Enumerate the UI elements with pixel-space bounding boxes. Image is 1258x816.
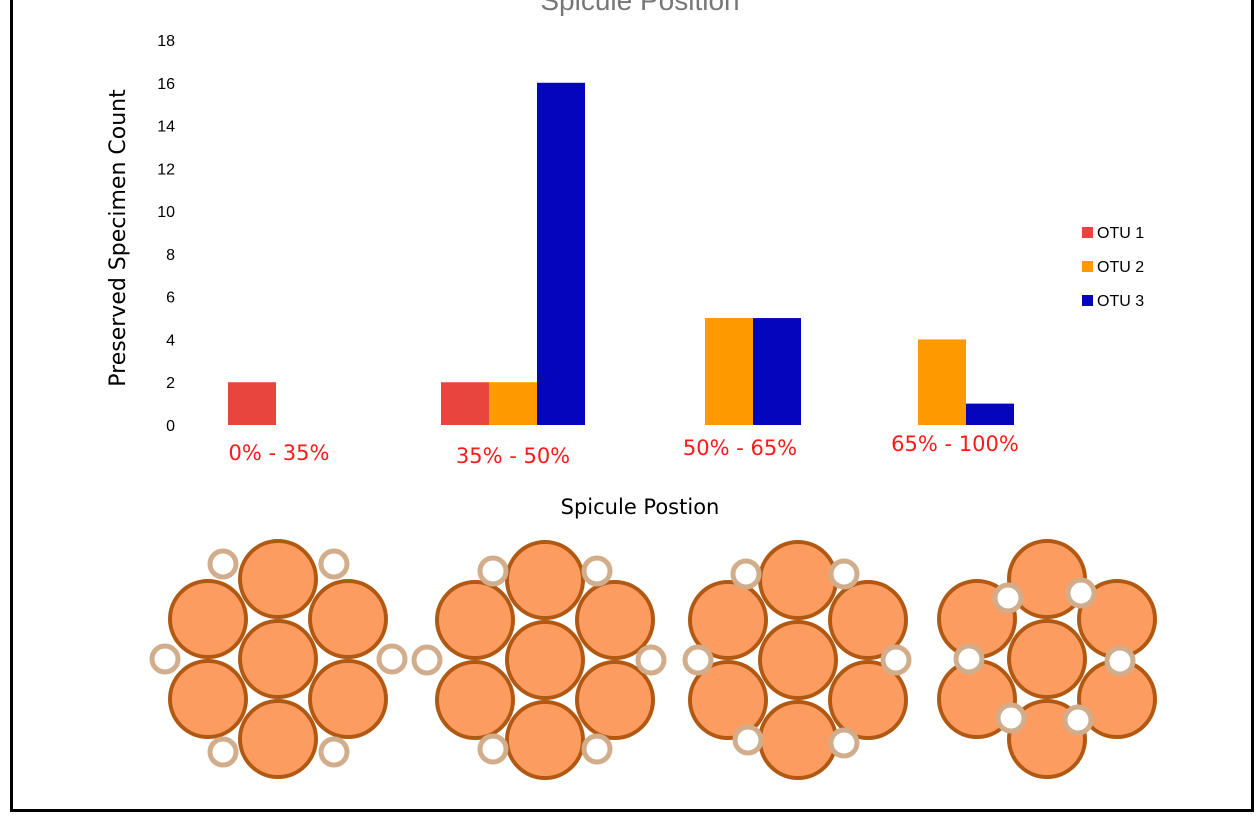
- spicule-circle: [828, 558, 860, 590]
- y-tick-label: 4: [166, 332, 175, 349]
- spicule-circle: [207, 548, 239, 580]
- category-label: 35% - 50%: [456, 444, 570, 468]
- spicule-circle: [581, 733, 613, 765]
- fiber-circle: [435, 660, 515, 740]
- fiber-circle: [688, 580, 768, 660]
- fiber-circle: [758, 620, 838, 700]
- category-label: 0% - 35%: [229, 441, 330, 465]
- spicule-circle: [376, 643, 408, 675]
- spicule-circle: [880, 644, 912, 676]
- legend-swatch: [1082, 295, 1093, 306]
- spicule-circle: [1065, 577, 1097, 609]
- spicule-circle: [828, 727, 860, 759]
- spicule-diagram-2: [411, 540, 667, 780]
- fiber-circle: [238, 619, 318, 699]
- legend-swatch: [1082, 227, 1093, 238]
- spicule-circle: [477, 555, 509, 587]
- fiber-circle: [308, 659, 388, 739]
- fiber-circle: [505, 540, 585, 620]
- fiber-circle: [238, 699, 318, 779]
- spicule-circle: [207, 736, 239, 768]
- spicule-circle: [635, 644, 667, 676]
- y-tick-label: 0: [166, 418, 175, 435]
- legend-swatch: [1082, 261, 1093, 272]
- fiber-circle: [758, 540, 838, 620]
- fiber-circle: [828, 660, 908, 740]
- legend-label: OTU 2: [1097, 259, 1144, 276]
- spicule-circle: [730, 558, 762, 590]
- spicule-circle: [318, 736, 350, 768]
- spicule-circle: [1104, 645, 1136, 677]
- spicule-diagram-1: [149, 539, 408, 779]
- category-label: 50% - 65%: [683, 436, 797, 460]
- spicule-circle: [318, 548, 350, 580]
- spicule-diagrams: [149, 539, 1157, 780]
- fiber-circle: [828, 580, 908, 660]
- bar-otu-3-2: [753, 318, 801, 425]
- figure-border: [10, 0, 1254, 812]
- y-tick-label: 14: [157, 119, 175, 136]
- y-tick-label: 2: [166, 375, 175, 392]
- legend-label: OTU 1: [1097, 225, 1144, 242]
- legend: OTU 1 OTU 2 OTU 3: [1082, 225, 1144, 310]
- spicule-circle: [682, 644, 714, 676]
- fiber-circle: [688, 660, 768, 740]
- fiber-circle: [758, 700, 838, 780]
- spicule-diagram-4: [937, 539, 1157, 779]
- bar-otu-2-2: [705, 318, 753, 425]
- y-tick-label: 18: [157, 33, 175, 50]
- y-tick-label: 12: [157, 161, 175, 178]
- bar-otu-1-1: [441, 382, 489, 425]
- fiber-circle: [1007, 619, 1087, 699]
- y-axis-title: Preserved Specimen Count: [106, 89, 131, 387]
- bar-otu-3-1: [537, 82, 585, 426]
- fiber-circle: [168, 579, 248, 659]
- spicule-circle: [149, 643, 181, 675]
- spicule-circle: [477, 733, 509, 765]
- fiber-circle: [238, 539, 318, 619]
- y-axis-ticks: 0 2 4 6 8 10 12 14 16 18: [157, 33, 175, 435]
- y-tick-label: 6: [166, 290, 175, 307]
- chart-title: Spicule Position: [540, 0, 739, 16]
- spicule-circle: [581, 555, 613, 587]
- bar-otu-1-0: [228, 382, 276, 425]
- spicule-circle: [411, 644, 443, 676]
- y-tick-label: 16: [157, 76, 175, 93]
- spicule-circle: [992, 582, 1024, 614]
- y-tick-label: 8: [166, 247, 175, 264]
- spicule-circle: [995, 702, 1027, 734]
- fiber-circle: [575, 580, 655, 660]
- category-labels: 0% - 35% 35% - 50% 50% - 65% 65% - 100%: [229, 432, 1019, 468]
- fiber-circle: [168, 659, 248, 739]
- fiber-circle: [575, 660, 655, 740]
- y-tick-label: 10: [157, 204, 175, 221]
- fiber-circle: [505, 700, 585, 780]
- fiber-circle: [308, 579, 388, 659]
- bar-otu-3-3: [966, 403, 1014, 425]
- bars: [228, 82, 1014, 426]
- spicule-circle: [953, 643, 985, 675]
- legend-label: OTU 3: [1097, 293, 1144, 310]
- x-axis-title: Spicule Postion: [561, 495, 720, 519]
- spicule-diagram-3: [682, 540, 912, 780]
- bar-otu-2-3: [918, 339, 966, 425]
- spicule-circle: [732, 724, 764, 756]
- category-label: 65% - 100%: [891, 432, 1019, 456]
- fiber-circle: [505, 620, 585, 700]
- bar-otu-2-1: [489, 382, 537, 425]
- fiber-circle: [435, 580, 515, 660]
- spicule-circle: [1062, 704, 1094, 736]
